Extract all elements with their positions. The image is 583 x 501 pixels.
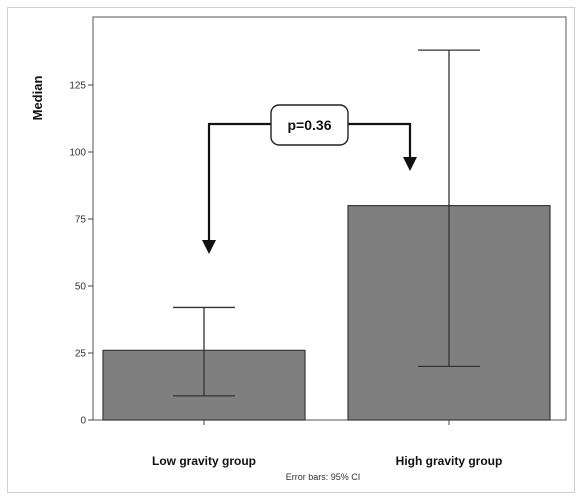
y-tick-label: 125: [69, 81, 86, 92]
p-value-annotation: p=0.36: [202, 104, 417, 254]
y-tick-label: 100: [69, 148, 86, 159]
y-tick-label: 50: [75, 282, 87, 293]
bars: [102, 205, 551, 421]
y-tick-label: 25: [75, 349, 87, 360]
y-axis-label: Median: [30, 76, 45, 121]
y-tick-label: 75: [75, 215, 87, 226]
p-value-text: p=0.36: [288, 117, 332, 133]
x-tick-label: High gravity group: [396, 454, 503, 468]
arrow-right-line: [348, 122, 412, 160]
error-bars-footnote: Error bars: 95% CI: [286, 472, 361, 482]
error-bars: [173, 49, 480, 397]
arrow-right-head: [403, 157, 417, 171]
y-tick-label: 0: [80, 416, 86, 427]
y-axis: 0 25 50 75 100 125: [69, 81, 93, 427]
x-axis: Low gravity group High gravity group: [152, 420, 502, 468]
x-tick-label: Low gravity group: [152, 454, 256, 468]
arrow-left-head: [202, 240, 216, 254]
p-value-box: [270, 104, 349, 146]
arrow-left-line: [207, 122, 271, 243]
